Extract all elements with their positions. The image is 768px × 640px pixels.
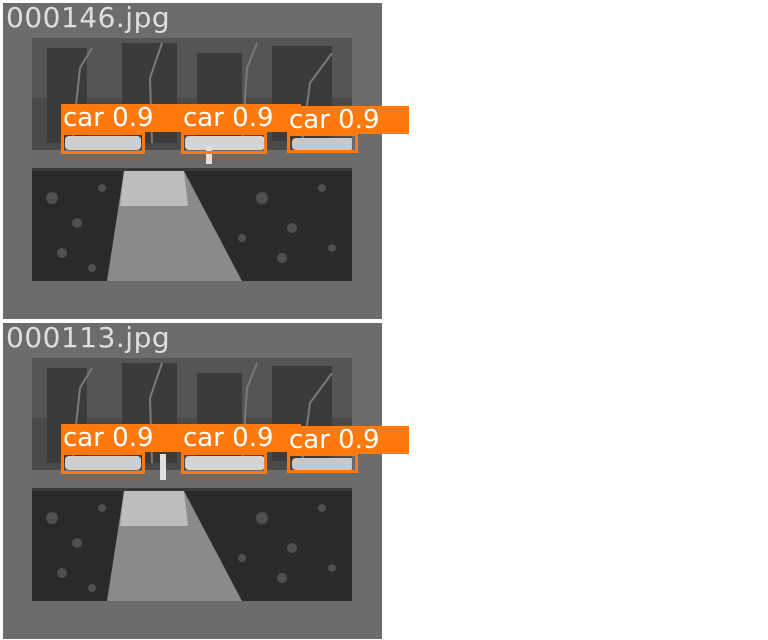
bounding-box bbox=[287, 453, 358, 473]
result-tile: 000146.jpg bbox=[3, 1, 409, 319]
bounding-box bbox=[181, 132, 267, 154]
thermal-image bbox=[32, 358, 352, 601]
detection-label: car 0.9 bbox=[181, 104, 301, 132]
bounding-box bbox=[181, 452, 267, 474]
bounding-box bbox=[61, 132, 145, 154]
image-filename: 000113.jpg bbox=[6, 321, 171, 354]
detection-label: car 0.9 bbox=[61, 424, 183, 452]
bounding-box bbox=[61, 452, 145, 474]
detection-label: car 0.9 bbox=[287, 426, 409, 454]
detection-label: car 0.9 bbox=[61, 104, 183, 132]
detection-label: car 0.9 bbox=[287, 106, 409, 134]
detection-label: car 0.9 bbox=[181, 424, 301, 452]
thermal-image bbox=[32, 38, 352, 281]
image-filename: 000146.jpg bbox=[6, 1, 171, 34]
bounding-box bbox=[287, 133, 358, 153]
result-tile: 000113.jpg bbox=[3, 321, 409, 639]
